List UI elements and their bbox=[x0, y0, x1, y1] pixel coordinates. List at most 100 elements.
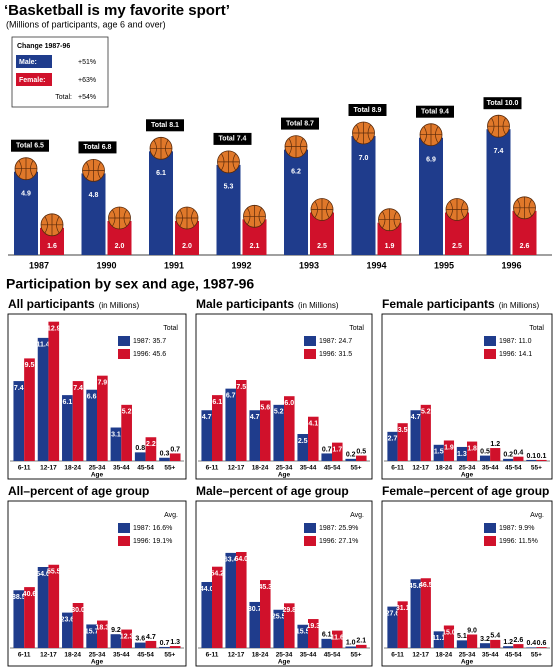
chart-frame bbox=[7, 500, 187, 667]
x-tick-label: 12-17 bbox=[228, 652, 245, 659]
bar bbox=[236, 380, 247, 461]
legend-swatch bbox=[484, 523, 496, 533]
value-label: 6.2 bbox=[291, 168, 301, 175]
legend-label: 1996: 14.1 bbox=[499, 351, 532, 358]
value-label: 4.7 bbox=[202, 414, 212, 421]
legend-swatch bbox=[304, 523, 316, 533]
value-label: 6.9 bbox=[426, 157, 436, 164]
legend-title: Avg. bbox=[530, 512, 544, 519]
value-label: 12.9 bbox=[47, 326, 61, 333]
value-label: 5.4 bbox=[490, 633, 500, 640]
basketball-seams bbox=[82, 159, 105, 182]
bar bbox=[297, 624, 308, 648]
bar bbox=[159, 457, 170, 461]
value-label: 38.5 bbox=[12, 594, 26, 601]
value-label: 1.9 bbox=[385, 243, 395, 250]
bar bbox=[72, 603, 84, 648]
value-label: 1.5 bbox=[434, 449, 444, 456]
bar bbox=[72, 381, 84, 461]
value-label: 23.6 bbox=[61, 616, 75, 623]
legend-swatch bbox=[16, 55, 52, 68]
basketball-seams bbox=[285, 135, 307, 158]
legend-label: 1987: 35.7 bbox=[133, 338, 166, 345]
value-label: 12.3 bbox=[120, 633, 134, 640]
chart-title: Female–percent of age group bbox=[382, 484, 549, 498]
value-label: 45.8 bbox=[409, 583, 423, 590]
bar bbox=[260, 400, 271, 461]
value-label: 2.6 bbox=[520, 243, 530, 250]
basketball-seams bbox=[41, 213, 63, 236]
legend-label: 1987: 16.6% bbox=[133, 525, 172, 532]
chart-frame bbox=[381, 313, 553, 480]
total-label-bg bbox=[416, 105, 454, 118]
x-tick-label: 12-17 bbox=[228, 465, 245, 472]
value-label: 0.2 bbox=[503, 452, 513, 459]
value-label: 4.9 bbox=[21, 191, 31, 198]
x-axis-label: Age bbox=[278, 472, 291, 479]
x-tick-label: 6-11 bbox=[18, 465, 31, 472]
chart-title: Male participants bbox=[196, 297, 294, 311]
legend-label: Male: bbox=[19, 59, 37, 66]
chart-frame bbox=[195, 500, 373, 667]
bar bbox=[201, 582, 212, 648]
x-axis-label: Age bbox=[461, 659, 474, 666]
value-label: 2.1 bbox=[356, 638, 366, 645]
legend-label: 1987: 24.7 bbox=[319, 338, 352, 345]
x-tick-label: 6-11 bbox=[18, 652, 31, 659]
bar bbox=[332, 630, 343, 648]
value-label: 25.5 bbox=[272, 614, 286, 621]
total-label: Total 6.5 bbox=[16, 143, 44, 150]
legend-swatch bbox=[118, 523, 130, 533]
x-tick-label: 55+ bbox=[531, 465, 542, 472]
legend-swatch bbox=[304, 336, 316, 346]
value-label: 15.7 bbox=[85, 628, 99, 635]
value-label: 2.7 bbox=[388, 436, 398, 443]
bar bbox=[433, 631, 444, 648]
legend-swatch bbox=[118, 536, 130, 546]
chart-title: Male–percent of age group bbox=[196, 484, 349, 498]
x-tick-label: 18-24 bbox=[252, 465, 269, 472]
bar bbox=[249, 601, 260, 648]
value-label: 0.7 bbox=[170, 446, 180, 453]
bar bbox=[24, 587, 35, 648]
value-label: 44.0 bbox=[200, 586, 214, 593]
bar bbox=[216, 164, 241, 255]
bar bbox=[297, 434, 308, 461]
value-label: 55.5 bbox=[47, 569, 61, 576]
value-label: 0.6 bbox=[537, 640, 547, 647]
bar bbox=[24, 358, 35, 461]
bar bbox=[486, 129, 511, 255]
bar bbox=[86, 389, 97, 461]
chart-title: ‘Basketball is my favorite sport’ bbox=[4, 2, 230, 19]
bar bbox=[387, 431, 398, 461]
value-label: 2.5 bbox=[298, 438, 308, 445]
bar bbox=[387, 606, 398, 648]
x-tick-label: 6-11 bbox=[391, 465, 404, 472]
x-tick-label: 18-24 bbox=[64, 465, 81, 472]
value-label: 6.1 bbox=[212, 399, 222, 406]
basketball-seams bbox=[176, 207, 198, 229]
total-label-bg bbox=[281, 117, 319, 130]
x-tick-label: 25-34 bbox=[276, 465, 293, 472]
bar bbox=[284, 396, 295, 461]
bar bbox=[134, 642, 146, 648]
bar bbox=[81, 173, 106, 255]
bar bbox=[490, 639, 501, 648]
x-tick-label: 1992 bbox=[231, 260, 251, 270]
bar bbox=[14, 171, 38, 255]
value-label: 63.4 bbox=[224, 557, 238, 564]
value-label: 11.1 bbox=[432, 635, 445, 642]
x-tick-label: 55+ bbox=[531, 652, 542, 659]
x-tick-label: 6-11 bbox=[206, 465, 219, 472]
bar bbox=[97, 620, 108, 648]
total-label: Total 9.4 bbox=[421, 109, 449, 116]
total-label: Total 8.1 bbox=[151, 122, 179, 129]
chart-title: Female participants bbox=[382, 297, 495, 311]
bar bbox=[273, 609, 284, 648]
x-tick-label: 25-34 bbox=[459, 652, 476, 659]
value-label: 15.5 bbox=[296, 629, 310, 636]
value-label: 1.2 bbox=[503, 639, 513, 646]
value-label: 15.0 bbox=[442, 629, 456, 636]
basketball-seams bbox=[15, 157, 37, 180]
